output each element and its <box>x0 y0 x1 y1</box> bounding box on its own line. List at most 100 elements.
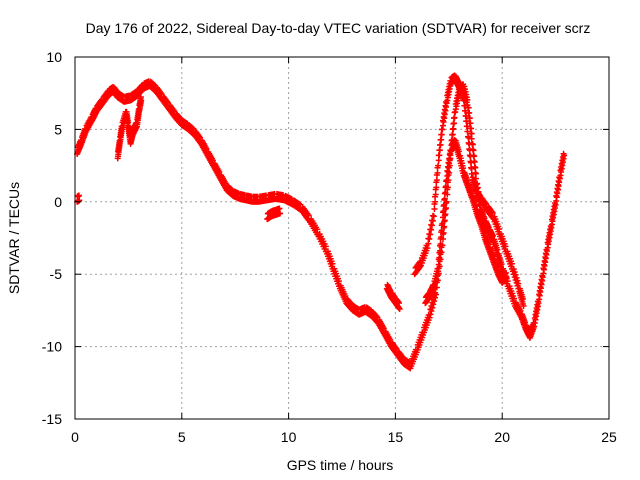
data-point-marker <box>515 280 522 287</box>
data-point-marker <box>157 89 164 96</box>
y-tick-labels: -15 -10 -5 0 5 10 <box>42 49 62 427</box>
data-point-marker <box>468 130 475 137</box>
plot-frame <box>74 56 610 420</box>
data-point-marker <box>519 295 526 302</box>
data-point-marker <box>373 313 380 320</box>
data-point-marker <box>295 200 302 207</box>
data-point-marker <box>432 291 439 298</box>
data-point-marker <box>164 98 171 105</box>
data-point-marker <box>468 170 475 177</box>
data-point-marker <box>460 165 467 172</box>
data-point-marker <box>482 199 489 206</box>
data-point-marker <box>435 162 442 169</box>
data-point-marker <box>429 304 436 311</box>
data-point-marker <box>441 195 448 202</box>
data-point-marker <box>468 165 475 172</box>
data-point-marker <box>432 294 439 301</box>
data-point-marker <box>498 261 505 268</box>
data-point-marker <box>435 268 442 275</box>
data-point-marker <box>342 293 349 300</box>
data-point-marker <box>427 231 434 238</box>
data-point-marker <box>431 206 438 213</box>
data-point-marker <box>435 261 442 268</box>
data-point-marker <box>466 140 473 147</box>
data-point-marker <box>429 222 436 229</box>
data-point-marker <box>466 115 473 122</box>
data-point-marker <box>425 240 432 247</box>
data-point-marker <box>465 104 472 111</box>
data-point-marker <box>522 319 529 326</box>
data-point-marker <box>494 246 501 253</box>
data-point-marker <box>503 274 510 281</box>
data-point-marker <box>450 120 457 127</box>
data-point-marker <box>432 198 439 205</box>
data-point-marker <box>434 169 441 176</box>
data-point-marker <box>417 263 424 270</box>
data-point-marker <box>449 131 456 138</box>
data-point-marker <box>329 260 336 267</box>
data-point-marker <box>481 229 488 236</box>
data-point-marker <box>463 113 470 120</box>
x-tick-label: 15 <box>388 429 404 445</box>
data-point-marker <box>322 243 329 250</box>
data-point-marker <box>203 145 210 152</box>
data-point-marker <box>335 278 342 285</box>
data-points <box>74 72 568 372</box>
data-point-marker <box>209 157 216 164</box>
data-point-marker <box>426 236 433 243</box>
data-point-marker <box>305 212 312 219</box>
data-point-marker <box>455 79 462 86</box>
data-point-marker <box>450 125 457 132</box>
data-point-marker <box>511 269 518 276</box>
data-point-marker <box>466 109 473 116</box>
data-point-marker <box>440 214 447 221</box>
data-point-marker <box>512 271 519 278</box>
data-point-marker <box>428 226 435 233</box>
data-point-marker <box>464 128 471 135</box>
data-point-marker <box>461 97 468 104</box>
y-tick-label: -5 <box>50 266 63 282</box>
data-point-marker <box>464 177 471 184</box>
y-tick-label: -15 <box>42 411 62 427</box>
y-tick-label: 10 <box>46 49 62 65</box>
data-point-marker <box>464 123 471 130</box>
data-point-marker <box>468 125 475 132</box>
data-point-marker <box>455 148 462 155</box>
axis-ticks <box>74 56 610 420</box>
data-point-marker <box>431 298 438 305</box>
data-point-marker <box>438 131 445 138</box>
data-point-marker <box>437 240 444 247</box>
data-point-marker <box>488 208 495 215</box>
data-point-marker <box>277 210 284 217</box>
data-point-marker <box>424 245 431 252</box>
data-point-marker <box>517 307 524 314</box>
data-point-marker <box>380 325 387 332</box>
y-tick-label: 0 <box>54 194 62 210</box>
data-point-marker <box>435 157 442 164</box>
data-point-marker <box>427 311 434 318</box>
data-point-marker <box>438 234 445 241</box>
data-point-marker <box>502 243 509 250</box>
data-point-marker <box>489 209 496 216</box>
data-point-marker <box>451 114 458 121</box>
series-upper-branch <box>411 72 527 310</box>
data-point-marker <box>170 107 177 114</box>
data-point-marker <box>477 215 484 222</box>
x-tick-label: 10 <box>281 429 297 445</box>
data-point-marker <box>196 133 203 140</box>
data-point-marker <box>468 189 475 196</box>
x-tick-label: 0 <box>71 429 79 445</box>
data-point-marker <box>496 226 503 233</box>
y-axis-label: SDTVAR / TECUs <box>6 182 22 294</box>
data-point-marker <box>462 107 469 114</box>
data-point-marker <box>392 344 399 351</box>
data-point-marker <box>511 295 518 302</box>
data-point-marker <box>461 102 468 109</box>
data-point-marker <box>460 90 467 97</box>
x-tick-label: 25 <box>601 429 617 445</box>
data-point-marker <box>467 120 474 127</box>
data-point-marker <box>396 300 403 307</box>
data-point-marker <box>490 233 497 240</box>
x-tick-label: 5 <box>178 429 186 445</box>
